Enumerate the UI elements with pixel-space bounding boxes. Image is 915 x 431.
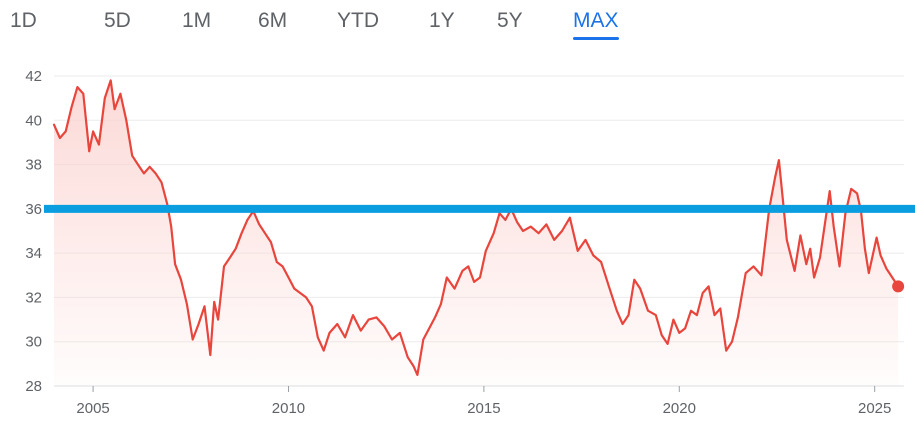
y-tick-label: 38 [25, 157, 42, 174]
tab-6m[interactable]: 6M [258, 6, 287, 36]
tab-5d[interactable]: 5D [104, 6, 131, 36]
y-axis-labels: 28 30 32 34 36 38 40 42 [25, 68, 42, 395]
tab-ytd[interactable]: YTD [337, 6, 379, 36]
range-tabs: 1D 5D 1M 6M YTD 1Y 5Y MAX [0, 0, 915, 44]
x-tick-label: 2010 [272, 400, 305, 417]
x-tick-label: 2020 [663, 400, 696, 417]
series-area [54, 80, 899, 387]
tab-5y[interactable]: 5Y [497, 6, 523, 36]
y-tick-label: 34 [25, 245, 42, 262]
tab-max[interactable]: MAX [573, 6, 619, 40]
tab-label: 1Y [429, 9, 455, 32]
tab-label: 5Y [497, 9, 523, 32]
y-tick-label: 40 [25, 112, 42, 129]
active-tab-underline [573, 37, 619, 40]
y-tick-label: 32 [25, 289, 42, 306]
y-tick-label: 36 [25, 201, 42, 218]
tab-label: 1M [182, 9, 212, 32]
latest-point-marker[interactable] [892, 280, 905, 293]
x-tick-label: 2015 [467, 400, 500, 417]
series-line-group [52, 79, 905, 376]
y-tick-label: 28 [25, 378, 42, 395]
tab-label: 1D [10, 9, 37, 32]
x-tick-label: 2005 [76, 400, 109, 417]
series-line [52, 79, 900, 376]
x-tick-label: 2025 [858, 400, 891, 417]
tab-label: 6M [258, 9, 288, 32]
tab-1m[interactable]: 1M [182, 6, 211, 36]
y-tick-label: 42 [25, 68, 42, 85]
tab-label: 5D [104, 9, 131, 32]
tab-label: YTD [337, 9, 379, 32]
price-chart: 28 30 32 34 36 38 40 42 2005 2010 2015 2020 2025 [25, 68, 915, 417]
area-fill [54, 80, 899, 387]
tab-1d[interactable]: 1D [10, 6, 37, 36]
tab-1y[interactable]: 1Y [429, 6, 455, 36]
tab-label: MAX [573, 9, 619, 32]
x-axis-labels: 2005 2010 2015 2020 2025 [76, 400, 891, 417]
y-tick-label: 30 [25, 334, 42, 351]
